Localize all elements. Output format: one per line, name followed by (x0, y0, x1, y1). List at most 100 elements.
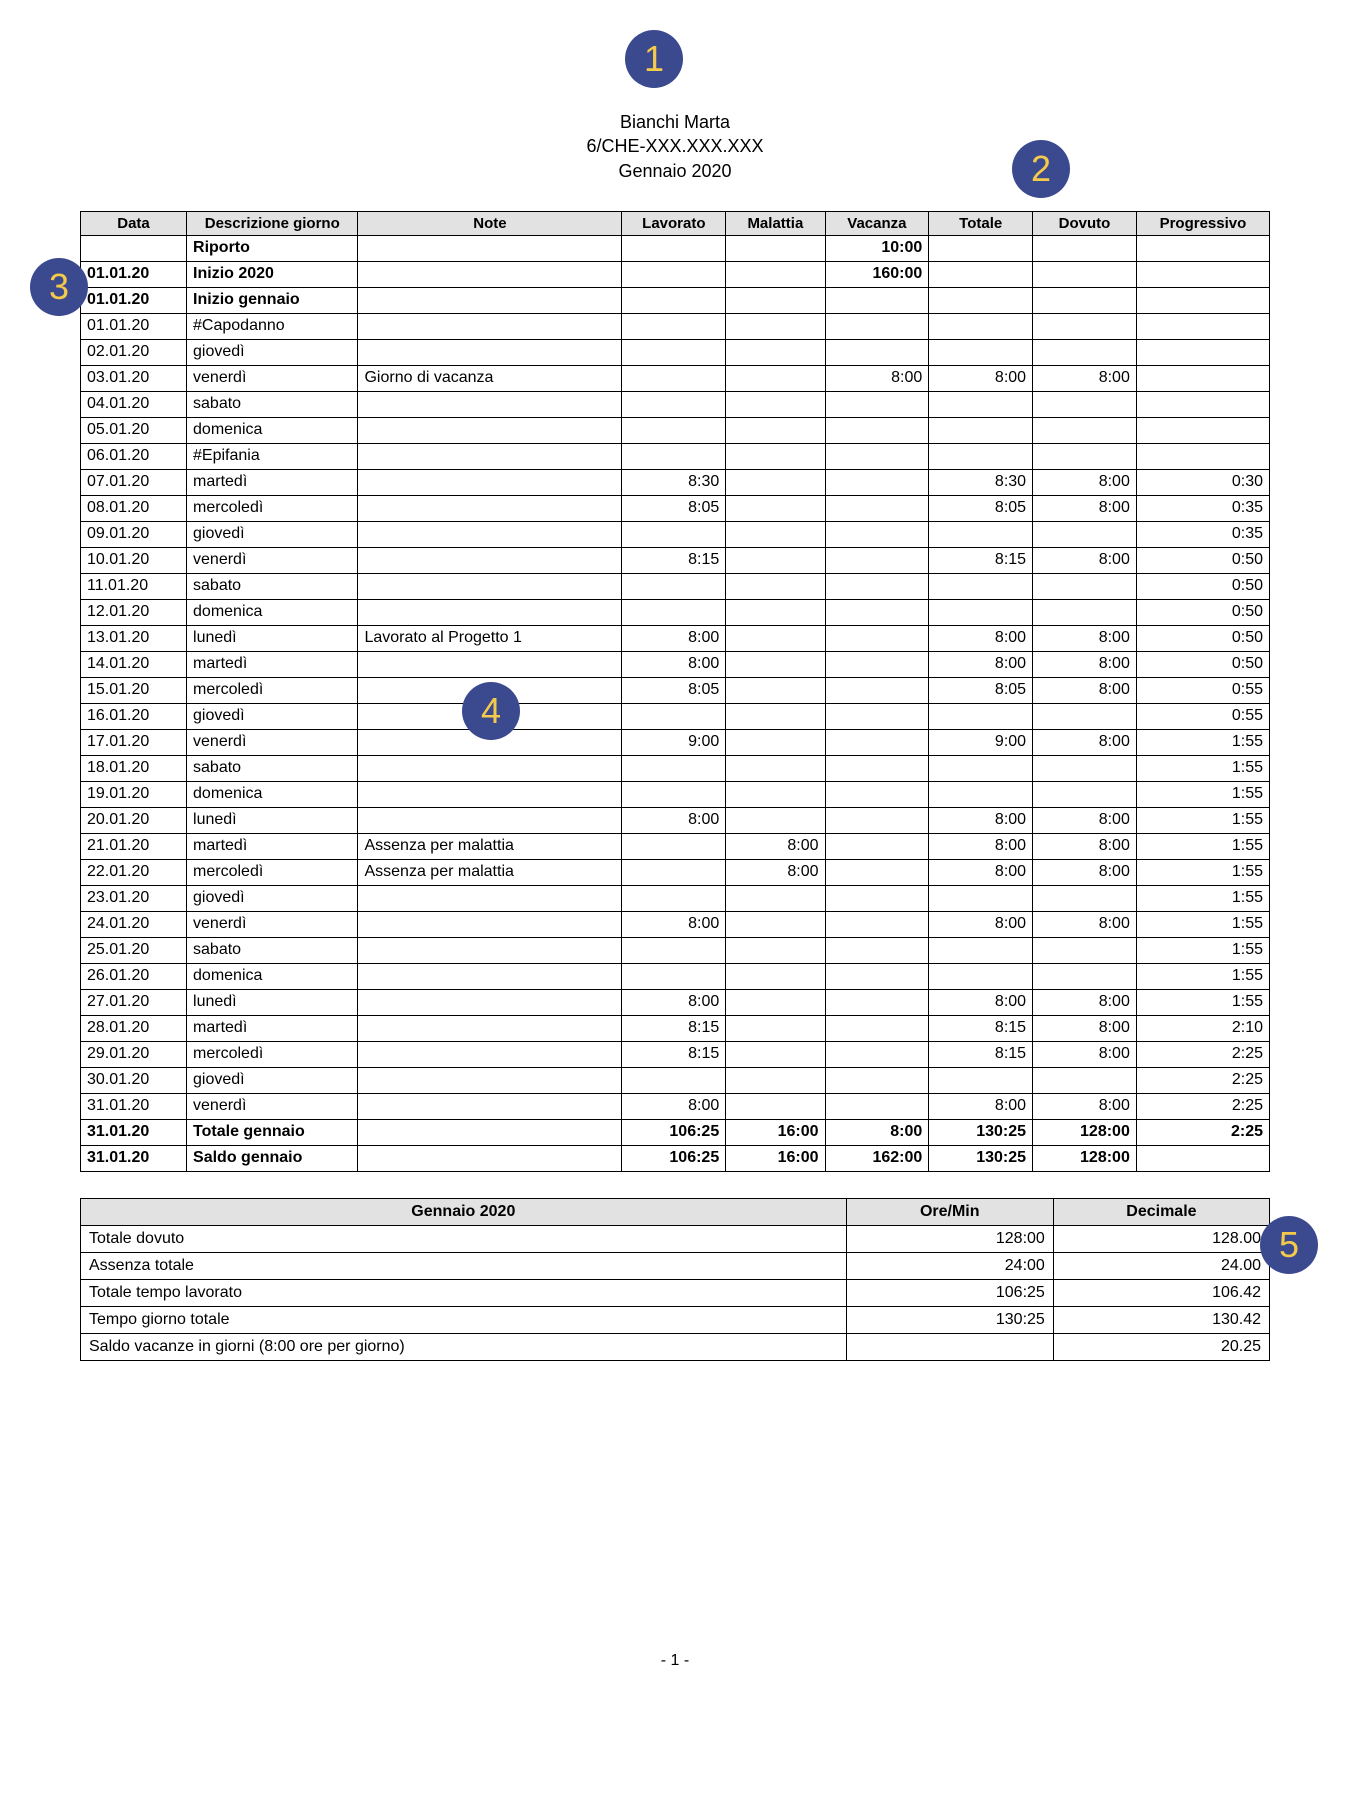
timesheet-cell (825, 859, 929, 885)
timesheet-cell: 130:25 (929, 1145, 1033, 1171)
timesheet-cell (358, 755, 622, 781)
timesheet-cell (1033, 443, 1137, 469)
timesheet-cell (929, 963, 1033, 989)
timesheet-cell: giovedì (187, 339, 358, 365)
timesheet-cell: 8:00 (1033, 547, 1137, 573)
summary-col-header: Decimale (1053, 1198, 1269, 1225)
timesheet-cell (929, 937, 1033, 963)
timesheet-cell (1033, 755, 1137, 781)
timesheet-cell: 10.01.20 (81, 547, 187, 573)
timesheet-cell (1033, 885, 1137, 911)
employee-code: 6/CHE-XXX.XXX.XXX (80, 134, 1270, 158)
timesheet-cell: 05.01.20 (81, 417, 187, 443)
timesheet-cell (1033, 339, 1137, 365)
timesheet-cell: 8:00 (1033, 729, 1137, 755)
timesheet-cell (929, 573, 1033, 599)
timesheet-cell: 1:55 (1136, 911, 1269, 937)
summary-col-header: Gennaio 2020 (81, 1198, 847, 1225)
timesheet-cell: 0:50 (1136, 651, 1269, 677)
timesheet-cell: martedì (187, 1015, 358, 1041)
timesheet-row: 01.01.20#Capodanno (81, 313, 1270, 339)
timesheet-cell (622, 859, 726, 885)
timesheet-cell (929, 339, 1033, 365)
timesheet-cell: Saldo gennaio (187, 1145, 358, 1171)
timesheet-cell (622, 417, 726, 443)
timesheet-cell: 8:30 (929, 469, 1033, 495)
timesheet-cell (1136, 1145, 1269, 1171)
timesheet-cell: 16:00 (726, 1119, 825, 1145)
timesheet-cell (726, 1093, 825, 1119)
timesheet-cell: 9:00 (929, 729, 1033, 755)
timesheet-cell: giovedì (187, 885, 358, 911)
timesheet-cell: 17.01.20 (81, 729, 187, 755)
timesheet-cell (929, 755, 1033, 781)
timesheet-cell: 8:00 (1033, 807, 1137, 833)
timesheet-cell: mercoledì (187, 1041, 358, 1067)
timesheet-table: DataDescrizione giornoNoteLavoratoMalatt… (80, 211, 1270, 1172)
timesheet-cell (929, 235, 1033, 261)
timesheet-cell (726, 963, 825, 989)
timesheet-cell (726, 365, 825, 391)
timesheet-cell: 26.01.20 (81, 963, 187, 989)
timesheet-cell: 04.01.20 (81, 391, 187, 417)
timesheet-col-header: Malattia (726, 211, 825, 235)
callout-badge-5: 5 (1260, 1216, 1318, 1274)
timesheet-cell: 8:00 (1033, 625, 1137, 651)
timesheet-cell (825, 547, 929, 573)
timesheet-cell: 8:00 (1033, 989, 1137, 1015)
timesheet-cell (358, 599, 622, 625)
timesheet-cell: 8:00 (1033, 469, 1137, 495)
timesheet-cell: 18.01.20 (81, 755, 187, 781)
timesheet-cell (1033, 1067, 1137, 1093)
timesheet-cell (358, 651, 622, 677)
timesheet-cell: 8:00 (929, 651, 1033, 677)
timesheet-col-header: Dovuto (1033, 211, 1137, 235)
timesheet-cell: venerdì (187, 911, 358, 937)
timesheet-cell (358, 1041, 622, 1067)
timesheet-cell (622, 599, 726, 625)
summary-label: Assenza totale (81, 1252, 847, 1279)
timesheet-cell: 12.01.20 (81, 599, 187, 625)
timesheet-cell (825, 1067, 929, 1093)
timesheet-cell (358, 885, 622, 911)
summary-hours: 106:25 (846, 1279, 1053, 1306)
timesheet-cell (825, 521, 929, 547)
timesheet-cell: 8:00 (622, 807, 726, 833)
timesheet-cell (358, 261, 622, 287)
summary-decimal: 20.25 (1053, 1333, 1269, 1360)
timesheet-cell (726, 495, 825, 521)
timesheet-cell: 8:00 (825, 1119, 929, 1145)
timesheet-cell (726, 729, 825, 755)
timesheet-cell (358, 1067, 622, 1093)
employee-name: Bianchi Marta (80, 110, 1270, 134)
timesheet-cell (726, 391, 825, 417)
timesheet-cell (622, 287, 726, 313)
timesheet-col-header: Note (358, 211, 622, 235)
timesheet-cell (1033, 521, 1137, 547)
timesheet-cell (929, 781, 1033, 807)
timesheet-cell (622, 833, 726, 859)
timesheet-cell (726, 625, 825, 651)
timesheet-row: 12.01.20domenica0:50 (81, 599, 1270, 625)
timesheet-cell (622, 963, 726, 989)
timesheet-cell (358, 911, 622, 937)
timesheet-cell: 8:00 (1033, 1041, 1137, 1067)
summary-label: Totale tempo lavorato (81, 1279, 847, 1306)
timesheet-cell (825, 885, 929, 911)
timesheet-cell (825, 287, 929, 313)
timesheet-cell: 8:00 (1033, 833, 1137, 859)
timesheet-row: 14.01.20martedì8:008:008:000:50 (81, 651, 1270, 677)
timesheet-cell (825, 911, 929, 937)
timesheet-cell: martedì (187, 651, 358, 677)
timesheet-cell (358, 469, 622, 495)
timesheet-cell: 8:00 (726, 859, 825, 885)
timesheet-cell: 8:00 (1033, 1015, 1137, 1041)
timesheet-cell: 23.01.20 (81, 885, 187, 911)
timesheet-cell (825, 755, 929, 781)
timesheet-cell (929, 885, 1033, 911)
timesheet-cell: 106:25 (622, 1145, 726, 1171)
timesheet-cell: 8:00 (1033, 651, 1137, 677)
timesheet-cell: 0:55 (1136, 703, 1269, 729)
timesheet-cell: venerdì (187, 1093, 358, 1119)
timesheet-cell: Riporto (187, 235, 358, 261)
